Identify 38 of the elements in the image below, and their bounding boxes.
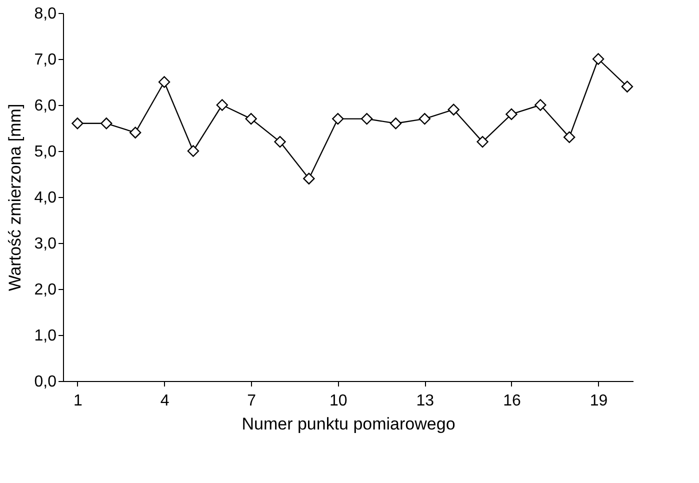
point [72,118,84,130]
y-tick-label: 3,0 [34,236,57,252]
point [621,80,634,92]
point [129,126,142,138]
x-tick-label: 7 [247,392,256,410]
y-tick-label: 0,0 [34,374,57,390]
y-tick-label: 2,0 [34,282,57,298]
point [390,118,402,130]
x-axis-title: Numer punktu pomiarowego [242,414,456,434]
point [187,145,200,157]
x-tick-label: 10 [329,392,348,410]
y-tick-label: 6,0 [34,98,57,114]
point [564,131,576,144]
point [506,108,518,120]
y-tick-label: 4,0 [34,190,57,206]
y-tick-label: 1,0 [34,328,57,344]
x-tick-label: 4 [160,392,170,410]
point [418,112,431,125]
point [332,112,344,125]
y-tick-label: 5,0 [34,144,57,160]
point [592,53,604,65]
x-tick-label: 19 [590,392,608,410]
x-tick-label: 13 [416,392,434,410]
point [448,104,460,116]
x-tick-label: 1 [74,392,83,410]
y-axis-title: Wartość zmierzona [mm] [5,104,24,292]
y-tick-label: 8,0 [34,6,57,22]
point [100,118,112,130]
point [534,99,546,111]
point [274,136,286,148]
x-tick-label: 16 [503,392,521,410]
point [245,112,257,125]
point [216,99,228,111]
point [360,112,373,125]
point [476,136,488,148]
point [158,76,170,88]
point [303,172,315,184]
y-tick-label: 7,0 [34,52,57,68]
